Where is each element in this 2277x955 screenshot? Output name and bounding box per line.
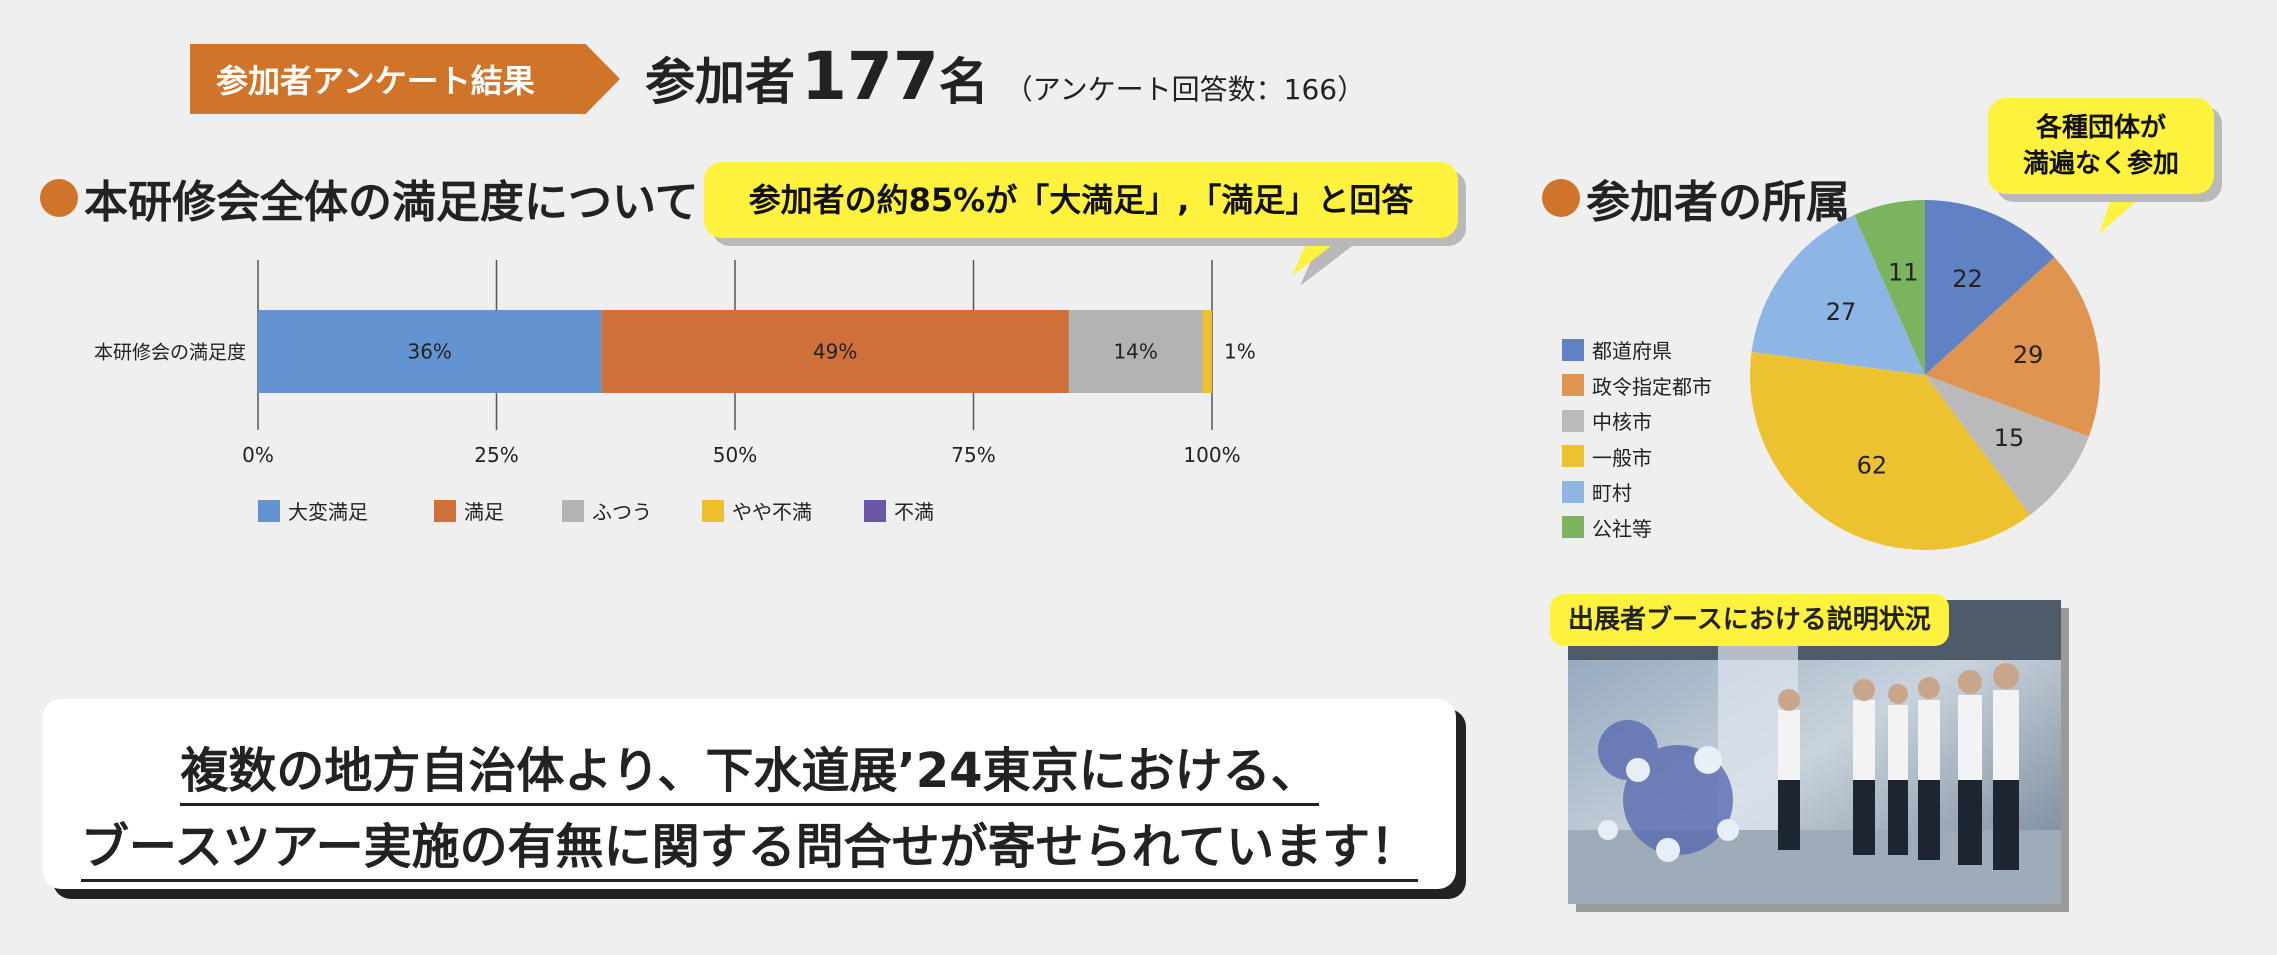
bar-tick-label: 100% <box>1183 443 1240 467</box>
booth-photo-image <box>1568 600 2061 904</box>
pie-legend-item: 公社等 <box>1562 510 1712 546</box>
pie-slice <box>1925 257 2100 437</box>
affiliation-legend: 都道府県政令指定都市 中核市一般市町村公社等 <box>1562 332 1712 545</box>
inquiry-message-box: 複数の地方自治体より、下水道展’24東京における、 ブースツアー実施の有無に関す… <box>43 699 1456 889</box>
affiliation-title-text: 参加者の所属 <box>1586 177 1850 228</box>
pie-legend-item: 中核市 <box>1562 403 1712 439</box>
message-line-1-text: 複数の地方自治体より、下水道展’24東京における、 <box>180 743 1319 806</box>
affiliation-callout-line1: 各種団体が <box>2035 113 2166 143</box>
callout-tail-right <box>2099 188 2151 234</box>
bar-data-label: 36% <box>407 340 451 364</box>
legend-label: 一般市 <box>1592 445 1652 470</box>
legend-swatch <box>258 499 280 522</box>
pie-data-label: 11 <box>1888 258 1919 286</box>
affiliation-callout-line2: 満遍なく参加 <box>2022 149 2179 179</box>
satisfaction-title-text: 本研修会全体の満足度について <box>84 177 699 228</box>
participants-summary: 参加者 177 名 （アンケート回答数：166） <box>645 38 1365 115</box>
message-line-2: ブースツアー実施の有無に関する問合せが寄せられています！ <box>43 807 1456 882</box>
bar-legend-item: 大変満足 <box>258 496 434 525</box>
bar-tick-label: 75% <box>951 443 995 467</box>
bar-category-label: 本研修会の満足度 <box>94 342 246 364</box>
pie-data-label: 29 <box>2013 341 2044 369</box>
bar-data-label: 14% <box>1113 340 1157 364</box>
bar-legend-item: ふつう <box>562 496 702 525</box>
pie-slice <box>1750 351 2030 550</box>
bar-segment <box>258 310 602 393</box>
pie-data-label: 62 <box>1857 452 1888 480</box>
booth-photo-label: 出展者ブースにおける説明状況 <box>1550 594 1949 646</box>
bar-data-label: 1% <box>1224 340 1256 364</box>
legend-label: 町村 <box>1592 481 1632 506</box>
survey-results-tag: 参加者アンケート結果 <box>190 44 620 114</box>
pie-slice <box>1854 200 1925 375</box>
affiliation-pie-chart: 22 29 15 62 27 11 <box>1750 200 2100 550</box>
bar-tick-label: 50% <box>713 443 757 467</box>
booth-photo <box>1568 600 2061 904</box>
legend-label: 公社等 <box>1592 516 1652 541</box>
legend-label: 大変満足 <box>288 500 368 524</box>
pie-data-label: 22 <box>1952 265 1983 293</box>
legend-label: ふつう <box>592 500 652 524</box>
legend-label: 都道府県 <box>1592 339 1672 364</box>
pie-legend-item: 都道府県 <box>1562 332 1712 368</box>
message-line-1: 複数の地方自治体より、下水道展’24東京における、 <box>43 731 1456 806</box>
bar-segment <box>601 310 1069 393</box>
legend-swatch <box>434 499 456 522</box>
legend-swatch <box>864 499 886 522</box>
legend-swatch <box>562 499 584 522</box>
legend-swatch <box>1562 516 1584 539</box>
bar-legend-item: 不満 <box>864 496 944 525</box>
legend-label: 中核市 <box>1592 410 1652 435</box>
satisfaction-callout: 参加者の約85%が「大満足」,「満足」と回答 <box>704 162 1458 238</box>
legend-swatch <box>1562 445 1584 468</box>
legend-swatch <box>1562 374 1584 397</box>
legend-swatch <box>1562 409 1584 432</box>
legend-label: やや不満 <box>732 500 812 524</box>
satisfaction-section-title: 本研修会全体の満足度について <box>40 166 699 230</box>
legend-swatch <box>702 499 724 522</box>
bar-legend-item: 満足 <box>434 496 562 525</box>
legend-label: 満足 <box>464 500 504 524</box>
pie-data-label: 15 <box>1994 424 2025 452</box>
legend-label: 不満 <box>894 500 934 524</box>
response-count-note: （アンケート回答数：166） <box>1004 73 1366 106</box>
bar-data-label: 49% <box>813 340 857 364</box>
pie-slice <box>1925 375 2089 516</box>
participants-unit: 名 <box>938 53 989 111</box>
bar-segment <box>1068 310 1203 393</box>
bar-segment <box>1202 310 1212 393</box>
pie-slice <box>1925 200 2055 375</box>
legend-swatch <box>1562 338 1584 361</box>
satisfaction-legend: 大変満足 満足 ふつう やや不満 不満 <box>258 496 944 525</box>
satisfaction-bar-chart: 本研修会の満足度 36% 49% 14% 1% 0% 25% 50% 75% 100% <box>94 260 1256 467</box>
survey-results-tag-text: 参加者アンケート結果 <box>216 62 535 100</box>
affiliation-callout: 各種団体が 満遍なく参加 <box>1988 98 2214 194</box>
satisfaction-callout-text: 参加者の約85%が「大満足」,「満足」と回答 <box>748 181 1414 219</box>
orange-dot-icon <box>40 179 78 217</box>
participants-count: 177 <box>801 38 939 115</box>
bar-tick-label: 0% <box>242 443 274 467</box>
bar-tick-label: 25% <box>474 443 518 467</box>
affiliation-section-title: 参加者の所属 <box>1542 166 1850 230</box>
message-line-2-text: ブースツアー実施の有無に関する問合せが寄せられています！ <box>80 819 1419 882</box>
legend-swatch <box>1562 480 1584 503</box>
booth-photo-label-text: 出展者ブースにおける説明状況 <box>1568 605 1931 635</box>
participants-label: 参加者 <box>645 53 795 111</box>
legend-label: 政令指定都市 <box>1592 374 1712 399</box>
pie-slice <box>1751 214 1925 375</box>
pie-legend-item: 一般市 <box>1562 439 1712 475</box>
bar-legend-item: やや不満 <box>702 496 864 525</box>
pie-legend-item: 政令指定都市 <box>1562 368 1712 404</box>
pie-data-label: 27 <box>1826 298 1857 326</box>
orange-dot-icon <box>1542 179 1580 217</box>
callout-tail-left <box>1292 230 1360 285</box>
pie-legend-item: 町村 <box>1562 474 1712 510</box>
